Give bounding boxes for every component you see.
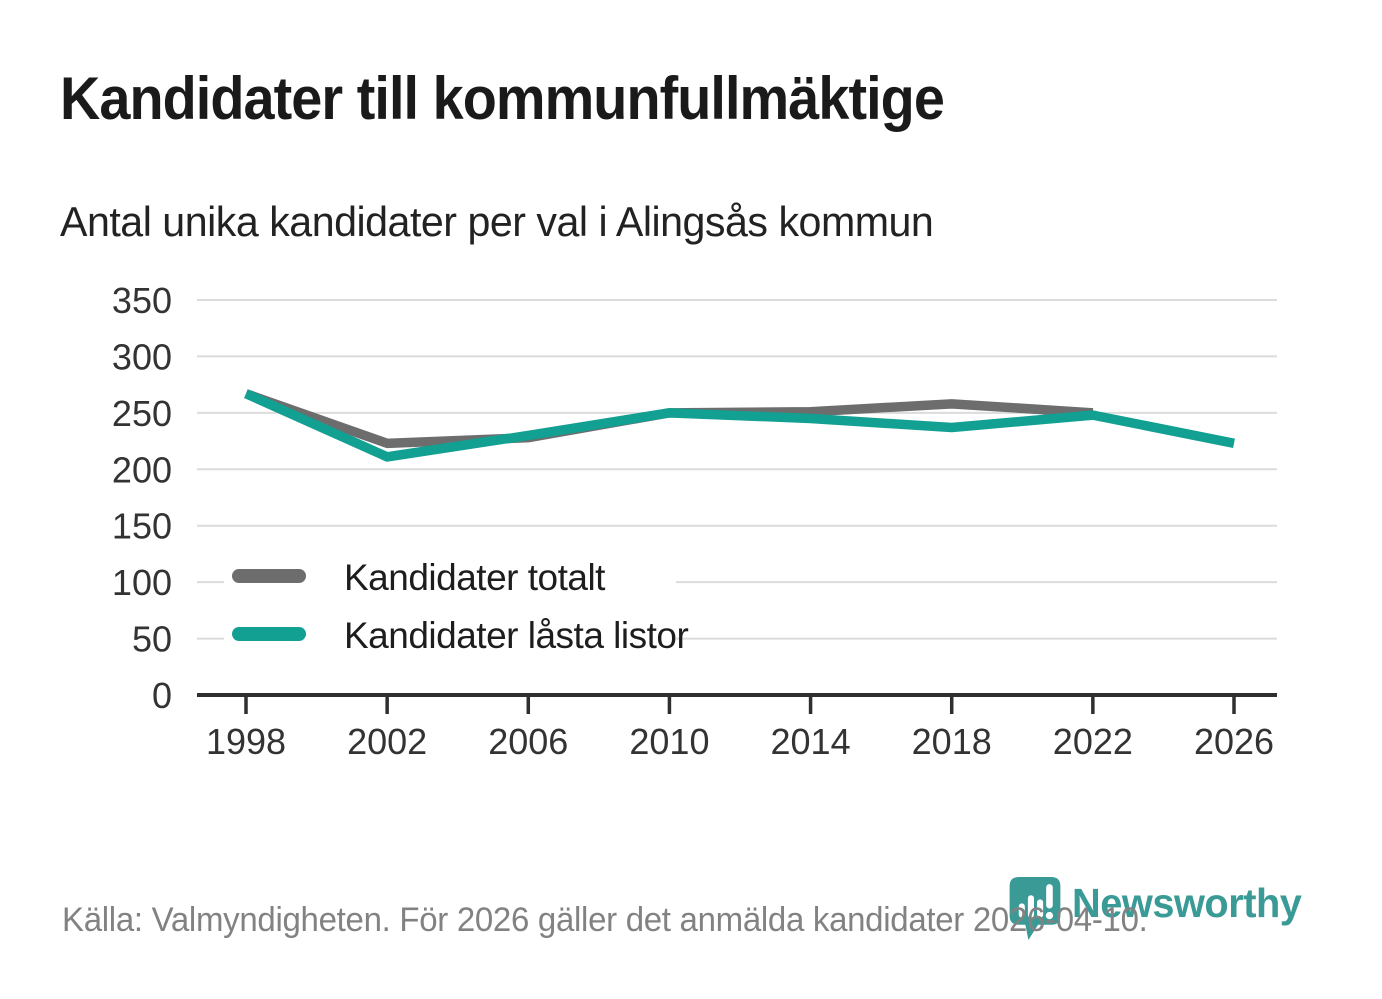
bar-2-icon xyxy=(1027,895,1034,918)
x-tick-label: 2014 xyxy=(771,721,851,762)
y-tick-label: 150 xyxy=(112,506,172,547)
x-tick-label: 1998 xyxy=(206,721,286,762)
legend-swatch-lasta-listor xyxy=(232,627,306,641)
series-line-kandidater-l-sta-listor xyxy=(244,389,1235,462)
y-tick-label: 50 xyxy=(132,619,172,660)
legend-label-totalt: Kandidater totalt xyxy=(344,557,606,598)
brand-wordmark: Newsworthy xyxy=(1072,880,1302,926)
x-tick-label: 2006 xyxy=(488,721,568,762)
exclamation-bar-icon xyxy=(1046,884,1053,909)
legend-background xyxy=(224,546,676,664)
series-line-kandidater-totalt xyxy=(244,389,1094,449)
y-tick-label: 0 xyxy=(152,675,172,716)
bar-1-icon xyxy=(1018,903,1025,918)
x-tick-label: 2026 xyxy=(1194,721,1274,762)
newsworthy-pin-icon xyxy=(1009,877,1061,940)
brand-logo: Newsworthy xyxy=(1008,876,1309,943)
legend-swatch-totalt xyxy=(232,569,306,583)
page-title: Kandidater till kommunfullmäktige xyxy=(60,65,945,132)
page-subtitle: Antal unika kandidater per val i Alingså… xyxy=(60,198,934,245)
x-tick-label: 2010 xyxy=(629,721,709,762)
x-tick-label: 2018 xyxy=(912,721,992,762)
source-note: Källa: Valmyndigheten. För 2026 gäller d… xyxy=(62,901,1148,939)
exclamation-dot-icon xyxy=(1045,911,1054,920)
y-tick-label: 250 xyxy=(112,393,172,434)
legend-label-lasta-listor: Kandidater låsta listor xyxy=(344,615,688,656)
bar-3-icon xyxy=(1037,899,1044,918)
x-tick-label: 2002 xyxy=(347,721,427,762)
y-tick-label: 100 xyxy=(112,562,172,603)
y-tick-label: 350 xyxy=(112,280,172,321)
x-tick-label: 2022 xyxy=(1053,721,1133,762)
y-tick-label: 200 xyxy=(112,449,172,490)
y-tick-label: 300 xyxy=(112,336,172,377)
